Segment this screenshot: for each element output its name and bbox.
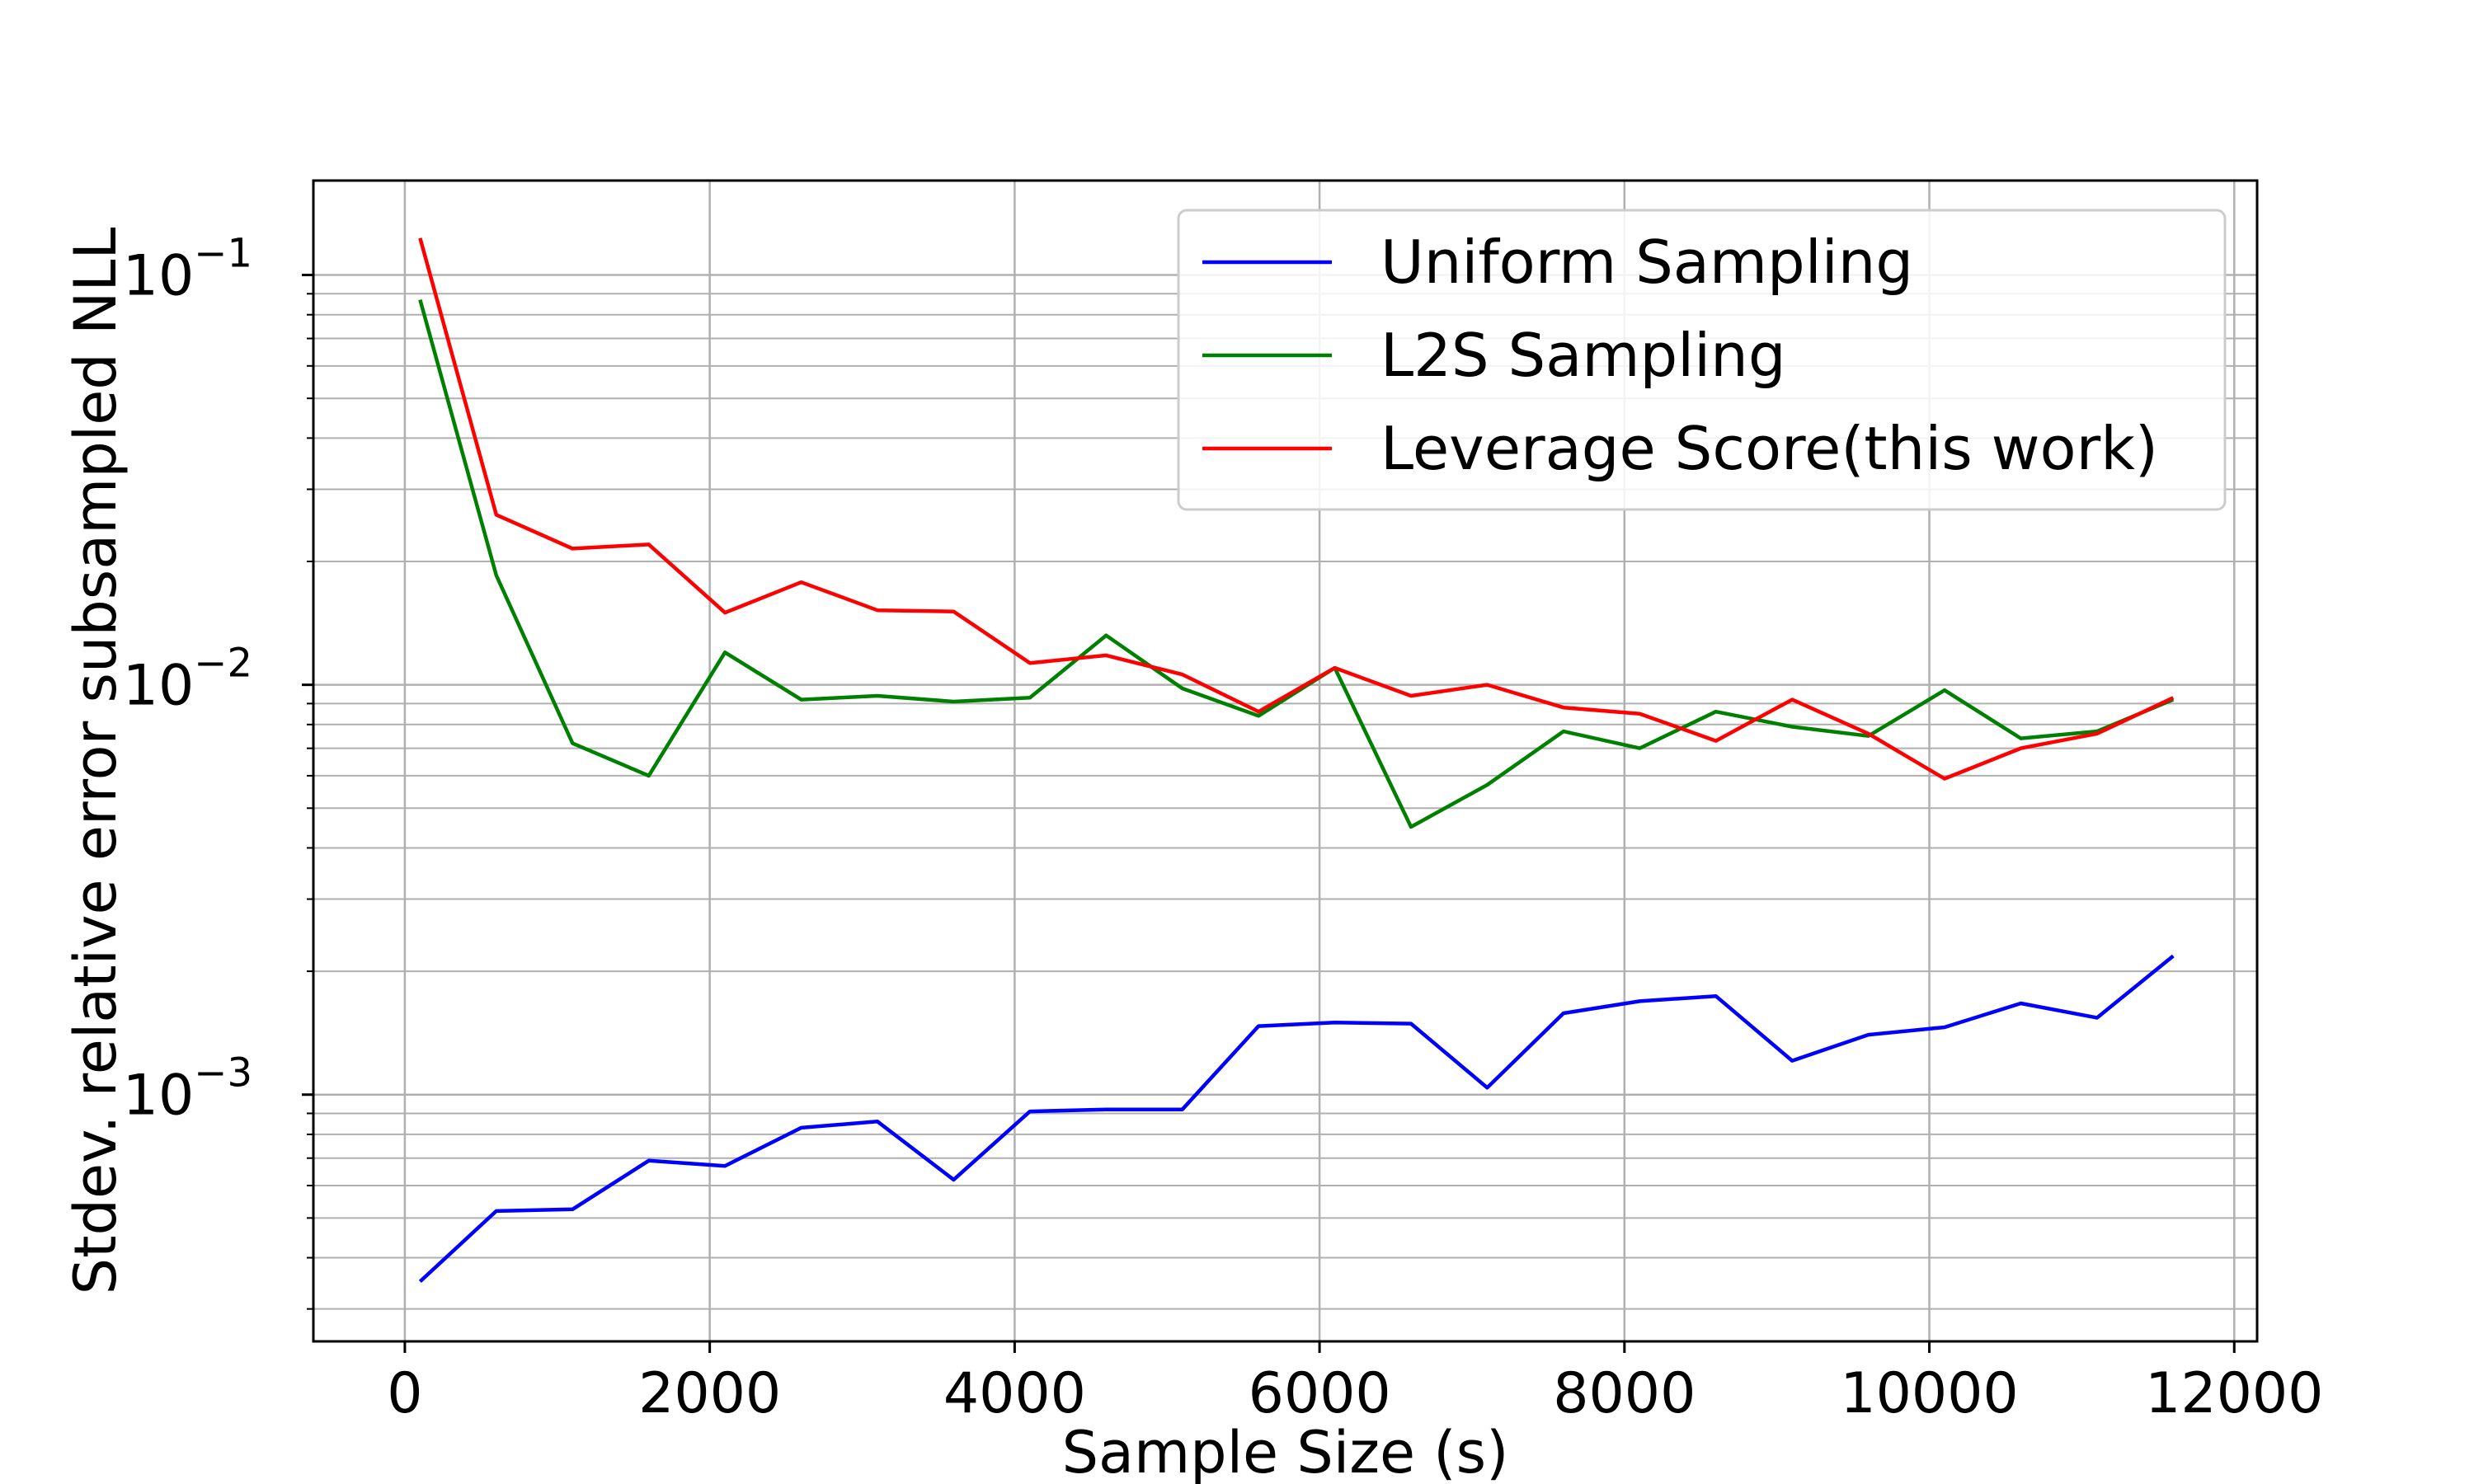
legend-label-1: Uniform Sampling [1380, 228, 1913, 297]
y-tick-label: 10−2 [123, 641, 252, 719]
plot-frame [312, 179, 2259, 1343]
x-tick-label: 4000 [943, 1361, 1086, 1426]
x-tick-label: 12000 [2145, 1361, 2323, 1426]
plot-series [418, 237, 2175, 1284]
x-tick-label: 0 [387, 1361, 422, 1426]
x-tick-label: 6000 [1249, 1361, 1391, 1426]
y-axis-title: Stdev. relative error subsampled NLL [62, 228, 129, 1295]
y-tick-label: 10−1 [123, 231, 252, 309]
series-line-3 [418, 237, 2175, 781]
y-tick-label: 10−3 [123, 1050, 252, 1129]
x-tick-label: 10000 [1840, 1361, 2018, 1426]
x-tick-label: 8000 [1553, 1361, 1696, 1426]
x-axis-ticks: 0 2000 4000 6000 8000 10000 12000 [387, 1341, 2323, 1426]
series-line-1 [418, 954, 2175, 1284]
x-tick-label: 2000 [638, 1361, 781, 1426]
x-axis-title: Sample Size (s) [1062, 1419, 1509, 1484]
legend-box [1177, 209, 2227, 511]
legend: Uniform Sampling L2S Sampling Leverage Sco… [1177, 209, 2227, 511]
legend-label-2: L2S Sampling [1380, 321, 1786, 390]
y-axis-ticks: 10−1 10−2 10−3 [123, 231, 313, 1310]
legend-label-3: Leverage Score(this work) [1380, 414, 2158, 483]
